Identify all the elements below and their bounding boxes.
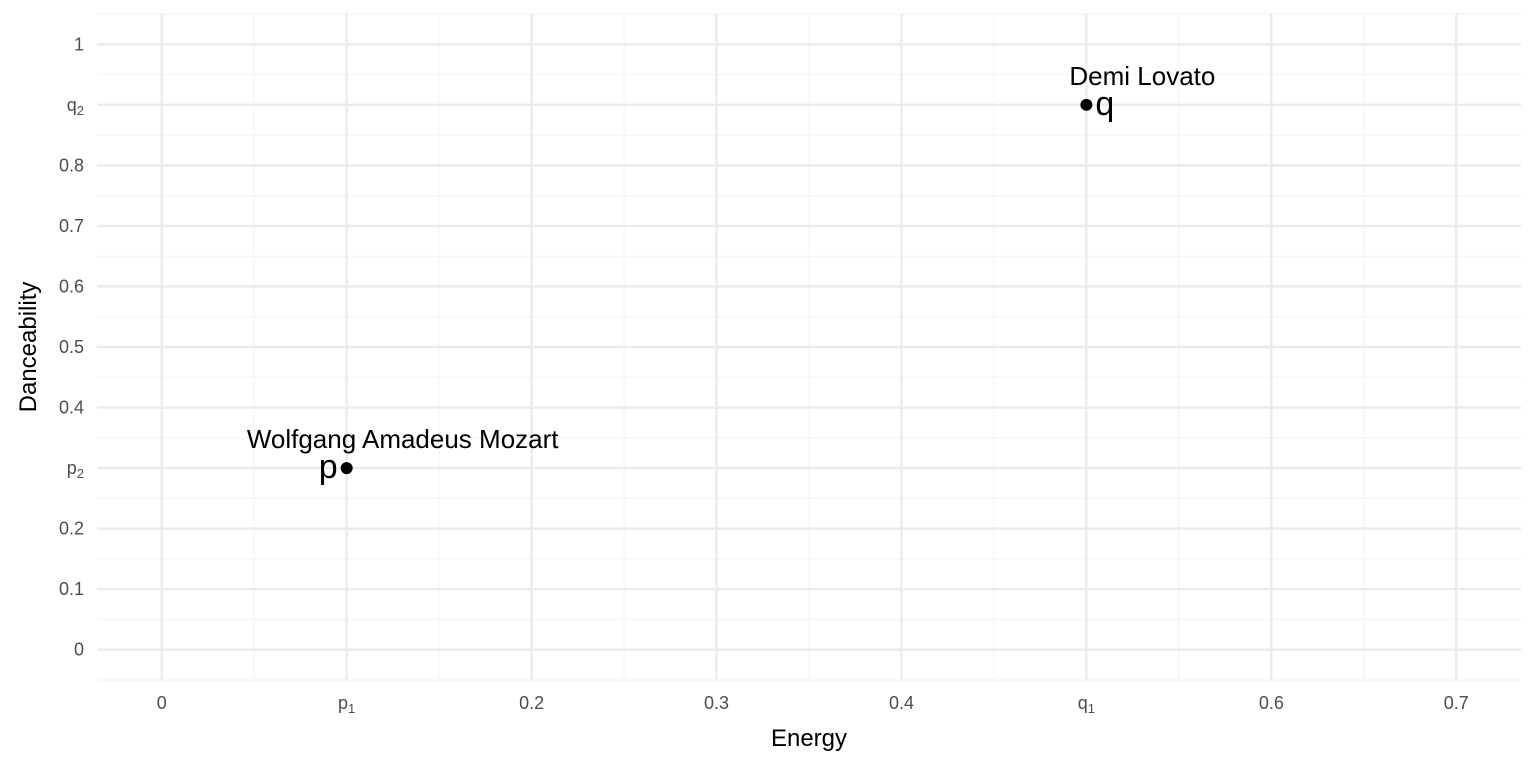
- y-tick-label: 0: [74, 640, 84, 660]
- y-tick-label: 0.5: [59, 337, 84, 357]
- x-tick-label: 0.4: [889, 693, 914, 713]
- y-axis-ticks: 0 0.1 0.2 p2 0.4 0.5 0.6 0.7 0.8 q2 1: [59, 34, 84, 659]
- x-tick-label: 0.3: [704, 693, 729, 713]
- x-tick-label: 0.2: [519, 693, 544, 713]
- y-axis-title: Danceability: [15, 282, 42, 413]
- y-tick-label: p2: [67, 458, 84, 481]
- minor-gridlines: [97, 13, 1521, 681]
- y-tick-label: q2: [67, 95, 84, 118]
- x-tick-label: p1: [338, 693, 355, 716]
- y-tick-label: 0.8: [59, 155, 84, 175]
- major-gridlines: [97, 14, 1521, 680]
- y-tick-label: 0.7: [59, 216, 84, 236]
- data-point: [1080, 98, 1093, 111]
- x-axis-ticks: 0 p1 0.2 0.3 0.4 q1 0.6 0.7: [157, 693, 1469, 716]
- point-name-label: Demi Lovato: [1069, 61, 1215, 91]
- point-letter-label: p: [319, 448, 338, 486]
- y-tick-label: 1: [74, 34, 84, 54]
- x-axis-title: Energy: [771, 725, 847, 752]
- point-name-label: Wolfgang Amadeus Mozart: [247, 424, 559, 454]
- x-tick-label: q1: [1078, 693, 1095, 716]
- point-letter-label: q: [1095, 85, 1114, 123]
- y-tick-label: 0.4: [59, 398, 84, 418]
- y-tick-label: 0.6: [59, 276, 84, 296]
- x-tick-label: 0.6: [1259, 693, 1284, 713]
- y-tick-label: 0.1: [59, 579, 84, 599]
- y-tick-label: 0.2: [59, 519, 84, 539]
- x-tick-label: 0.7: [1444, 693, 1469, 713]
- x-tick-label: 0: [157, 693, 167, 713]
- data-point: [340, 462, 353, 475]
